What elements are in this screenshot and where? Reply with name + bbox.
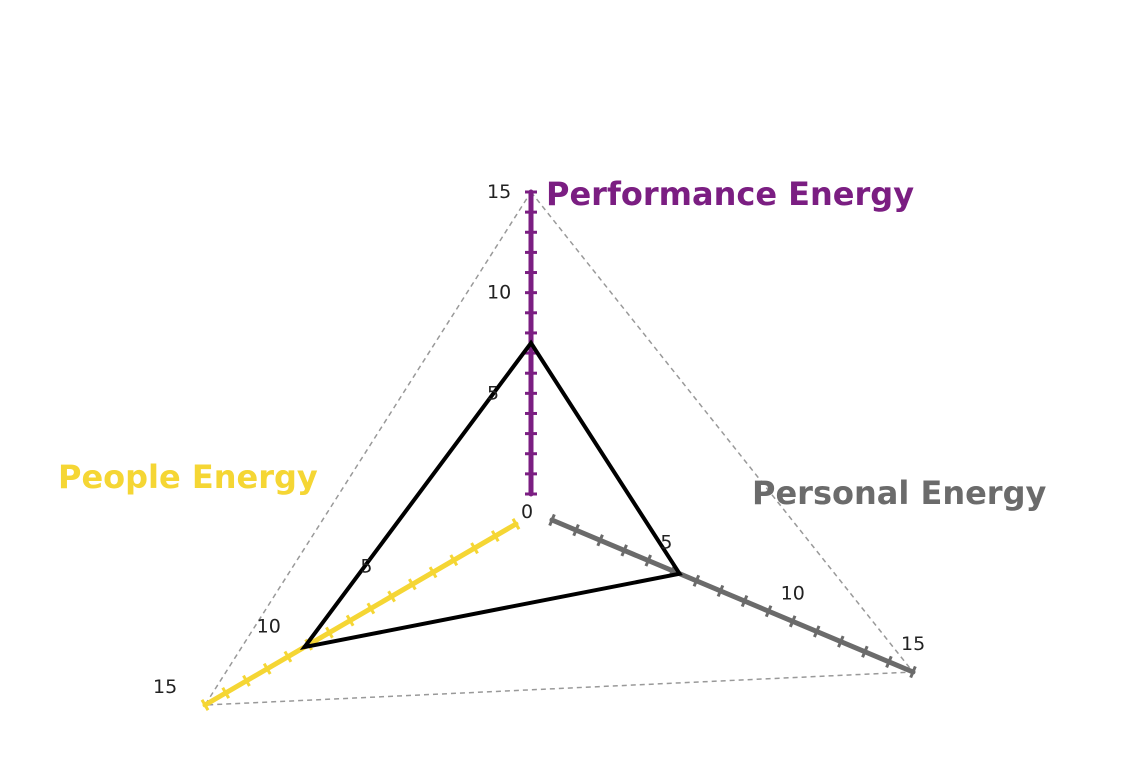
axis-tick-people-6	[387, 590, 396, 603]
series-polygon	[299, 339, 683, 651]
axis-title-personal: Personal Energy	[752, 474, 1046, 512]
axis-tick-personal-6	[692, 574, 701, 587]
tick-label-performance-5: 5	[487, 382, 499, 404]
axis-tick-people-9	[325, 626, 334, 639]
axis-tick-personal-9	[764, 605, 773, 618]
axis-tick-people-14	[221, 686, 231, 699]
axis-tick-people-5	[408, 578, 417, 591]
axis-tick-personal-13	[861, 645, 869, 658]
axis-tick-people-2	[470, 542, 479, 555]
axis-tick-people-12	[262, 662, 272, 675]
tick-label-performance-15: 15	[487, 181, 511, 203]
range-outline-triangle	[203, 190, 915, 706]
axis-tick-personal-7	[716, 584, 725, 598]
tick-label-performance-0: 0	[521, 501, 533, 523]
axis-title-people: People Energy	[58, 458, 318, 496]
axis-tick-people-13	[242, 674, 251, 687]
axis-tick-people-8	[345, 614, 355, 627]
axis-tick-personal-1	[572, 524, 580, 537]
axis-tick-personal-14	[885, 655, 893, 668]
tick-label-people-10: 10	[257, 616, 281, 638]
axis-tick-people-4	[428, 566, 438, 579]
axis-tick-personal-0	[548, 513, 556, 527]
axis-tick-people-3	[449, 554, 459, 567]
labels-layer: 0 5 10 15 Performance Energy 5 10 15 Personal En…	[58, 175, 1046, 698]
axis-title-performance: Performance Energy	[546, 175, 914, 213]
tick-label-performance-10: 10	[487, 282, 511, 304]
axis-tick-personal-10	[788, 615, 797, 628]
axis-personal	[549, 517, 916, 675]
tick-label-personal-10: 10	[781, 582, 805, 604]
tick-label-personal-5: 5	[660, 532, 672, 554]
tick-label-people-5: 5	[360, 555, 372, 577]
axis-tick-people-7	[366, 602, 376, 615]
axis-tick-personal-11	[813, 625, 821, 638]
axis-tick-personal-12	[837, 635, 845, 648]
axis-tick-people-15	[200, 699, 210, 711]
axis-tick-people-0	[511, 518, 521, 530]
axis-tick-personal-8	[740, 594, 749, 608]
axis-people	[202, 521, 519, 708]
tick-label-personal-15: 15	[901, 633, 925, 655]
axis-tick-personal-4	[644, 554, 652, 567]
tick-label-people-15: 15	[153, 676, 177, 698]
axes-layer	[200, 189, 917, 711]
axis-tick-personal-3	[620, 544, 628, 557]
axis-tick-people-11	[283, 650, 293, 663]
axis-tick-personal-15	[909, 665, 917, 679]
axis-tick-personal-2	[596, 534, 604, 547]
axis-tick-people-1	[490, 530, 500, 543]
